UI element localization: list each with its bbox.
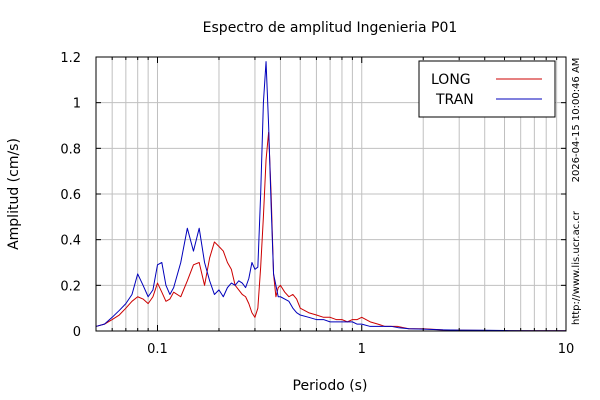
chart-title: Espectro de amplitud Ingenieria P01 [203,20,458,36]
y-tick-label: 0.4 [60,234,81,249]
y-tick-label: 0.8 [60,142,81,157]
x-tick-label: 0.1 [147,342,168,357]
legend: LONG TRAN [418,60,556,118]
y-tick-labels: 0 0.2 0.4 0.6 0.8 1 1.2 [60,51,81,340]
x-axis-label: Periodo (s) [293,378,368,394]
y-tick-label: 0.2 [60,279,81,294]
x-tick-label: 1 [358,342,366,357]
y-tick-label: 1 [73,97,81,112]
series-line-tran [95,61,566,332]
x-tick-labels: 0.1 1 10 [147,342,574,357]
legend-label-long: LONG [431,72,471,88]
legend-box [418,60,556,118]
source-url-text: http://www.lis.ucr.ac.cr [571,210,582,325]
series-layer [95,61,566,332]
y-tick-label: 1.2 [60,51,81,66]
legend-label-tran: TRAN [435,92,474,108]
y-axis-label: Amplitud (cm/s) [6,138,22,250]
x-tick-label: 10 [558,342,575,357]
y-tick-label: 0 [73,325,81,340]
y-tick-label: 0.6 [60,188,81,203]
series-line-long [95,131,566,332]
grid [95,56,566,332]
timestamp-text: 2026-04-15 10:00:46 AM [571,58,582,183]
tick-marks [95,56,566,332]
